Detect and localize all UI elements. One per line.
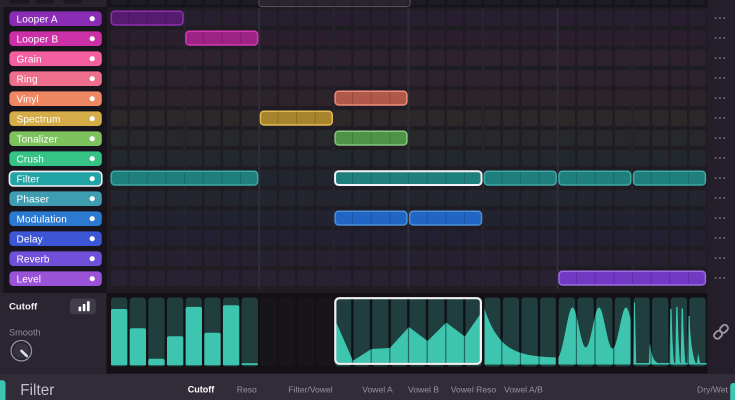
svg-text:Filter: Filter bbox=[20, 382, 54, 399]
svg-text:Looper B: Looper B bbox=[17, 34, 59, 45]
svg-text:Vowel Reso: Vowel Reso bbox=[451, 385, 497, 395]
svg-text:Cutoff: Cutoff bbox=[188, 385, 215, 395]
svg-text:Reso: Reso bbox=[237, 385, 257, 395]
svg-text:Phaser: Phaser bbox=[17, 194, 50, 205]
svg-text:Spectrum: Spectrum bbox=[17, 114, 61, 125]
svg-text:Ring: Ring bbox=[17, 74, 38, 85]
svg-text:Looper A: Looper A bbox=[17, 14, 58, 25]
svg-text:Filter/Vowel: Filter/Vowel bbox=[288, 385, 333, 395]
svg-text:Cutoff: Cutoff bbox=[9, 302, 38, 313]
svg-text:Modulation: Modulation bbox=[17, 214, 67, 225]
svg-text:Vowel B: Vowel B bbox=[408, 385, 439, 395]
svg-text:Smooth: Smooth bbox=[9, 328, 41, 338]
svg-text:Crush: Crush bbox=[17, 154, 44, 165]
svg-text:Dry/Wet: Dry/Wet bbox=[697, 385, 728, 395]
svg-text:Level: Level bbox=[17, 274, 42, 285]
svg-text:Vowel A/B: Vowel A/B bbox=[504, 385, 543, 395]
svg-text:Vinyl: Vinyl bbox=[17, 94, 39, 105]
svg-text:Delay: Delay bbox=[17, 234, 43, 245]
svg-text:Tonalizer: Tonalizer bbox=[17, 134, 59, 145]
svg-text:Grain: Grain bbox=[17, 54, 42, 65]
svg-text:Vowel A: Vowel A bbox=[362, 385, 393, 395]
svg-text:Reverb: Reverb bbox=[17, 254, 50, 265]
svg-text:Filter: Filter bbox=[17, 174, 41, 185]
